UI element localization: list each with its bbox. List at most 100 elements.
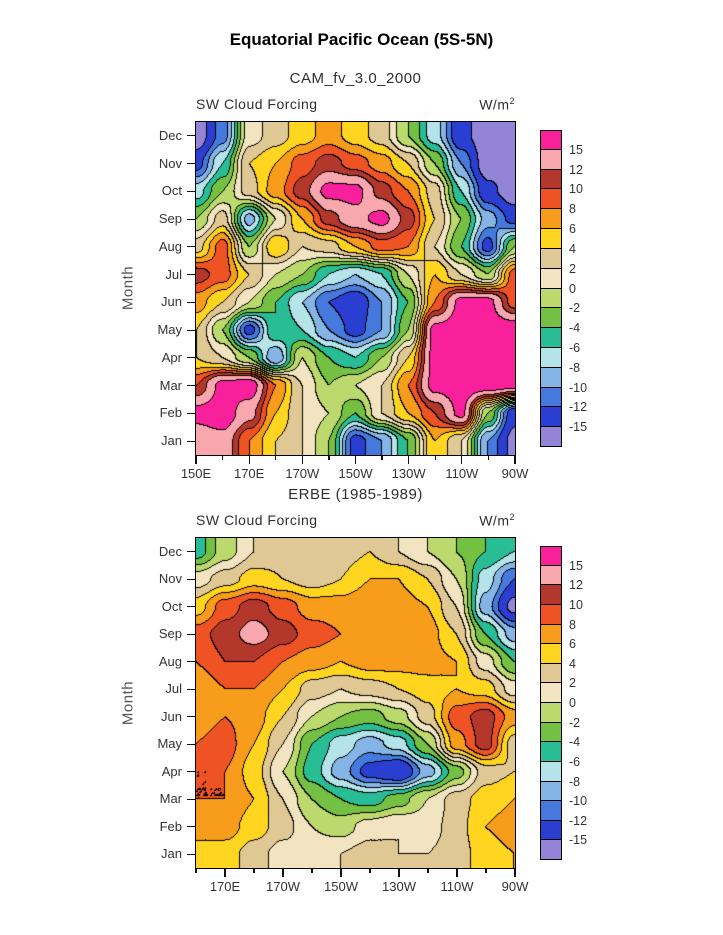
x-tick-label: 170W <box>285 466 320 481</box>
y-tick-label: Jan <box>161 433 182 449</box>
y-tick <box>187 606 195 608</box>
x-minor-tick <box>381 456 383 460</box>
y-tick <box>187 412 195 414</box>
x-tick <box>340 869 342 877</box>
legend-label: 4 <box>569 656 576 671</box>
legend-label: 12 <box>569 162 583 177</box>
x-minor-tick <box>275 456 277 460</box>
y-tick <box>187 301 195 303</box>
y-tick-label: Aug <box>158 653 182 669</box>
x-tick <box>398 869 400 877</box>
legend-label: -6 <box>569 754 581 769</box>
x-tick <box>461 456 463 464</box>
legend-label: 6 <box>569 222 576 237</box>
contour-plot-cam <box>194 120 516 456</box>
legend-swatch <box>540 287 562 309</box>
y-tick <box>187 743 195 745</box>
legend-label: 10 <box>569 597 583 612</box>
y-tick-label: Sep <box>158 211 182 227</box>
y-tick-label: Jul <box>165 266 182 282</box>
y-tick-label: Mar <box>159 377 182 393</box>
x-tick-label: 110W <box>445 466 479 481</box>
x-tick-label: 150W <box>338 466 373 481</box>
legend-label: 0 <box>569 281 576 296</box>
y-tick-label: Nov <box>158 155 182 171</box>
y-tick <box>187 853 195 855</box>
x-tick-label: 170E <box>233 466 265 481</box>
legend-label: 15 <box>569 142 583 157</box>
legend-swatch <box>540 366 562 388</box>
x-tick <box>354 456 357 464</box>
legend-label: 0 <box>569 696 576 710</box>
y-tick-label: Dec <box>158 543 182 559</box>
legend-label: -8 <box>569 774 581 789</box>
legend-swatch <box>540 603 562 625</box>
legend-swatch <box>540 327 562 348</box>
legend-label: -15 <box>569 420 588 435</box>
x-minor-tick <box>253 869 255 873</box>
panel-erbe-subtitle: ERBE (1985-1989) <box>288 486 423 503</box>
legend-label: 8 <box>569 202 576 217</box>
legend-label: -10 <box>569 794 588 809</box>
legend-label: -2 <box>569 301 581 316</box>
y-tick <box>187 357 195 359</box>
legend-label: -4 <box>569 735 581 750</box>
legend-swatch <box>540 643 562 664</box>
legend-label: -6 <box>569 340 581 355</box>
panel-cam-subtitle: CAM_fv_3.0_2000 <box>289 70 422 87</box>
y-tick <box>187 798 195 800</box>
legend-swatch <box>540 426 562 447</box>
legend-swatch <box>540 228 562 249</box>
legend-swatch <box>540 800 562 821</box>
x-tick <box>514 869 516 877</box>
legend-label: 6 <box>569 637 576 652</box>
legend-swatch <box>540 208 562 230</box>
y-tick-label: Jul <box>165 681 182 697</box>
legend-swatch <box>540 721 562 743</box>
legend-swatch <box>540 682 562 703</box>
x-minor-tick <box>434 456 436 460</box>
x-tick-label: 150W <box>324 879 358 894</box>
units-label: W/m2 <box>479 512 515 529</box>
x-tick-label: 130W <box>382 879 416 894</box>
y-tick <box>187 329 195 331</box>
y-tick-label: Jun <box>161 294 182 310</box>
legend-label: -12 <box>569 813 588 828</box>
x-minor-tick <box>328 456 330 460</box>
y-tick <box>187 716 195 718</box>
y-tick <box>187 246 195 248</box>
y-tick-label: Jun <box>161 708 182 724</box>
y-tick <box>187 135 195 137</box>
legend-swatch <box>540 267 562 289</box>
y-tick-label: Feb <box>159 818 182 834</box>
legend-swatch <box>540 662 562 684</box>
y-tick <box>187 385 195 387</box>
x-tick <box>408 456 410 464</box>
legend-swatch <box>540 168 562 190</box>
y-tick-label: Oct <box>161 183 182 199</box>
legend-swatch <box>540 307 562 329</box>
legend-swatch <box>540 780 562 802</box>
y-tick <box>187 551 195 553</box>
x-tick <box>514 456 516 464</box>
y-tick <box>187 440 195 442</box>
legend-swatch <box>540 584 562 605</box>
legend-swatch <box>540 564 562 586</box>
legend-swatch <box>540 760 562 782</box>
legend-swatch <box>540 741 562 762</box>
legend-swatch <box>540 819 562 841</box>
legend-label: -8 <box>569 360 581 375</box>
legend-label: 10 <box>569 182 583 197</box>
units-label: W/m2 <box>479 96 515 113</box>
field-label: SW Cloud Forcing <box>196 96 318 112</box>
legend-swatch <box>540 546 562 566</box>
legend-label: -15 <box>569 833 588 848</box>
y-tick <box>187 578 195 580</box>
legend-label: -12 <box>569 400 588 415</box>
legend-label: 12 <box>569 578 583 593</box>
y-tick-label: Aug <box>158 238 182 254</box>
x-minor-tick <box>487 456 489 460</box>
panel-cam-header: SW Cloud Forcing W/m2 <box>196 96 515 113</box>
y-tick <box>187 163 195 165</box>
legend-swatch <box>540 386 562 408</box>
